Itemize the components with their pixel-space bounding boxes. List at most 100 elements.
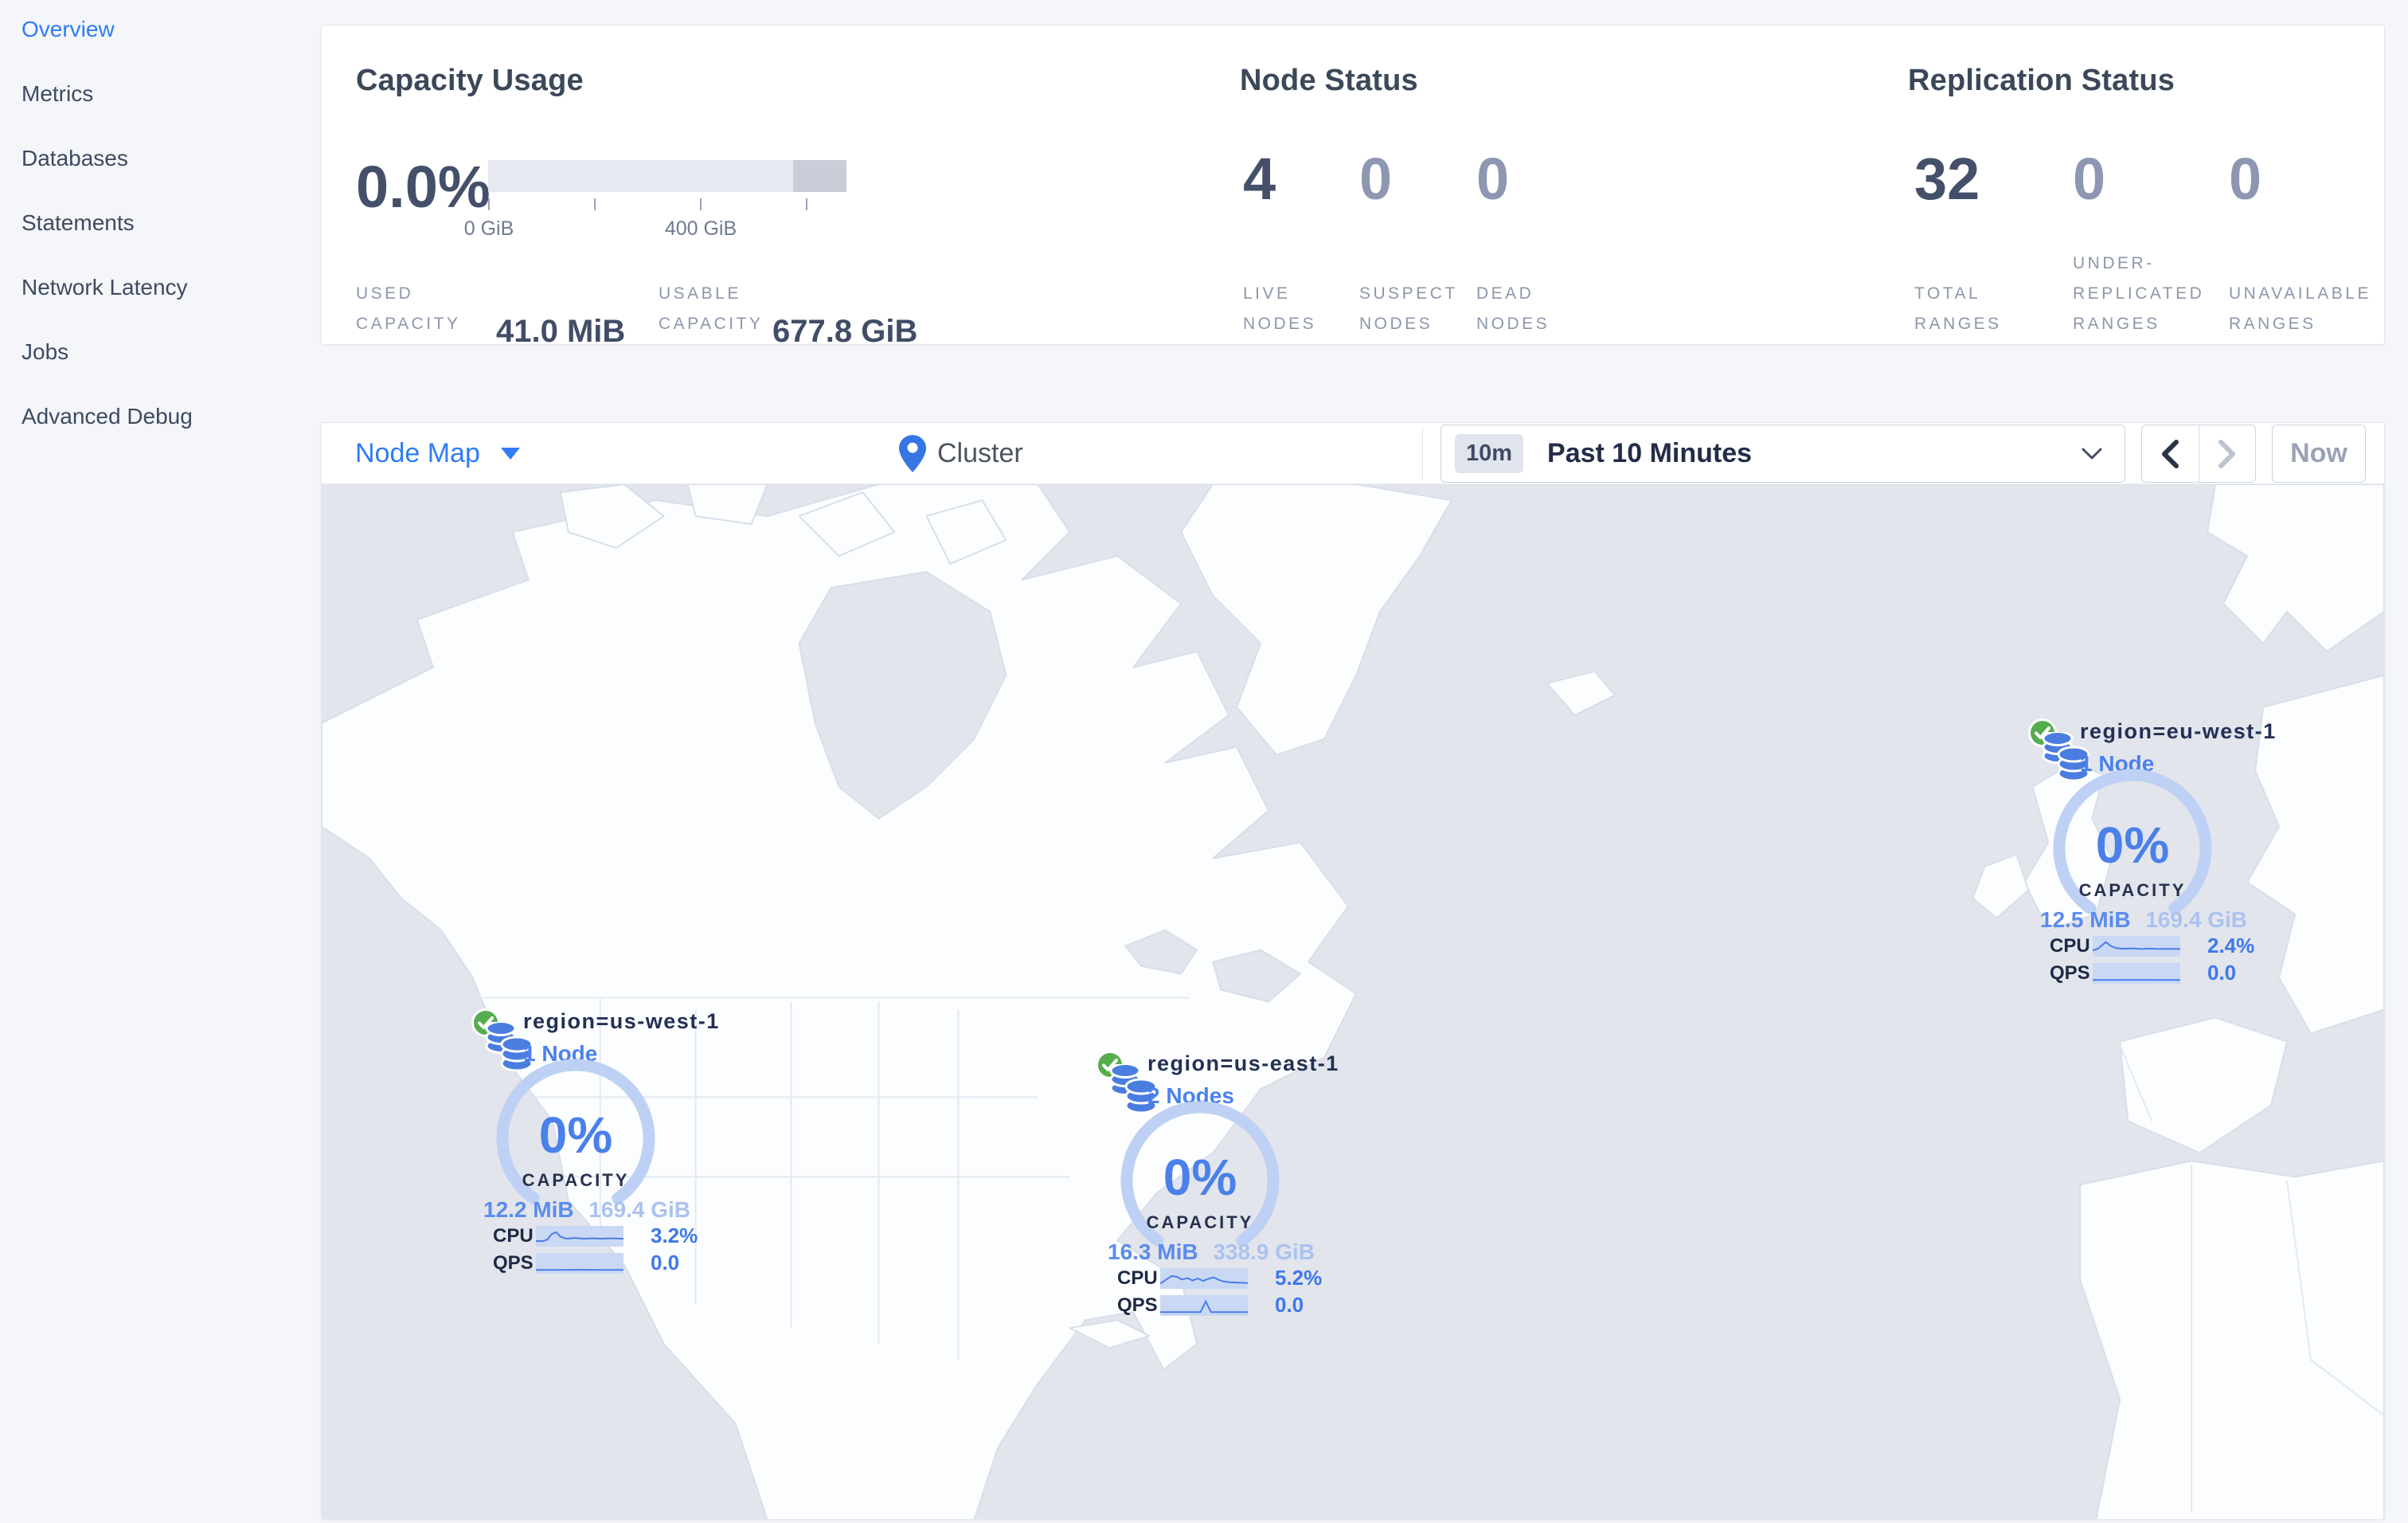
region-name: region=eu-west-1 xyxy=(2080,719,2277,743)
cpu-sparkline xyxy=(536,1225,624,1247)
landmass-arctic-island xyxy=(686,484,768,525)
landmass-north-america xyxy=(322,484,1357,1519)
region-total-capacity: 169.4 GiB xyxy=(2145,907,2247,932)
qps-sparkline xyxy=(1160,1294,1248,1316)
cpu-value: 3.2% xyxy=(651,1223,698,1247)
sidebar-item-advanced-debug[interactable]: Advanced Debug xyxy=(22,404,193,429)
gauge-caption: CAPACITY xyxy=(1147,1212,1254,1232)
cpu-label: CPU xyxy=(2050,934,2090,957)
used-capacity-value: 41.0 MiB xyxy=(496,314,626,349)
replication-status-title: Replication Status xyxy=(1908,64,2175,97)
capacity-gauge: 0% CAPACITY xyxy=(496,1059,655,1204)
toolbar-divider xyxy=(1422,428,1423,480)
landmass-uk xyxy=(2023,762,2113,931)
landmass-north-africa xyxy=(2079,1160,2384,1519)
capacity-used-percent: 0.0% xyxy=(356,154,491,220)
now-button[interactable]: Now xyxy=(2272,425,2366,483)
region-used-capacity: 16.3 MiB xyxy=(1108,1239,1198,1264)
landmass-arctic-island xyxy=(559,484,665,549)
sidebar-item-overview[interactable]: Overview xyxy=(22,17,115,41)
cpu-sparkline xyxy=(2093,935,2180,957)
view-mode-dropdown[interactable]: Node Map xyxy=(355,423,520,484)
database-stack-icon xyxy=(2042,732,2090,781)
hudson-bay xyxy=(798,570,1007,820)
axis-tick xyxy=(488,198,490,210)
dead-nodes-label: DEAD NODES xyxy=(1476,284,1550,333)
landmass-iberia xyxy=(2119,1016,2289,1154)
sidebar-item-databases[interactable]: Databases xyxy=(22,146,128,170)
gauge-percent: 0% xyxy=(2096,816,2170,874)
axis-tick-label-0: 0 GiB xyxy=(463,217,514,240)
time-range-dropdown[interactable]: 10m Past 10 Minutes xyxy=(1440,425,2125,483)
cluster-summary-panel: Capacity Usage 0.0% 0 GiB 400 GiB USED C… xyxy=(321,25,2385,349)
qps-value: 0.0 xyxy=(651,1251,680,1274)
sidebar-item-metrics[interactable]: Metrics xyxy=(22,81,94,106)
qps-value: 0.0 xyxy=(1275,1293,1304,1317)
suspect-nodes-count: 0 xyxy=(1359,146,1393,212)
region-used-capacity: 12.5 MiB xyxy=(2040,907,2131,932)
sidebar-item-jobs[interactable]: Jobs xyxy=(22,339,69,364)
qps-label: QPS xyxy=(493,1251,534,1274)
suspect-nodes-label: SUSPECT NODES xyxy=(1359,284,1458,333)
qps-label: QPS xyxy=(1117,1294,1158,1316)
capacity-gauge: 0% CAPACITY xyxy=(1120,1101,1280,1247)
axis-tick xyxy=(806,198,807,210)
node-map-panel: Node Map Cluster 10m Past 10 Minutes xyxy=(321,422,2385,1520)
region-total-capacity: 338.9 GiB xyxy=(1213,1239,1315,1264)
sidebar-item-statements[interactable]: Statements xyxy=(22,210,135,235)
node-map-toolbar: Node Map Cluster 10m Past 10 Minutes xyxy=(322,423,2384,484)
usable-capacity-label: USABLE CAPACITY xyxy=(659,284,764,333)
map-pin-icon xyxy=(899,435,926,472)
landmass-greenland xyxy=(1180,484,1452,756)
view-mode-label: Node Map xyxy=(355,438,480,468)
time-range-badge: 10m xyxy=(1455,434,1524,473)
chevron-left-icon xyxy=(2162,439,2179,468)
breadcrumb-label: Cluster xyxy=(937,438,1023,468)
axis-tick-label-400: 400 GiB xyxy=(664,217,737,240)
under-replicated-ranges-label: UNDER- REPLICATED RANGES xyxy=(2073,254,2205,333)
node-status-title: Node Status xyxy=(1240,64,1418,97)
usable-capacity-value: 677.8 GiB xyxy=(772,314,918,349)
chevron-right-icon xyxy=(2218,439,2235,468)
sidebar: Overview Metrics Databases Statements Ne… xyxy=(0,0,321,1523)
qps-sparkline xyxy=(2093,962,2180,984)
axis-tick xyxy=(700,198,702,210)
region-marker-us-east-1[interactable]: region=us-east-1 2 Nodes 0% CAPACITY 16.… xyxy=(1095,1048,1461,1327)
time-step-buttons xyxy=(2141,425,2256,483)
capacity-bar-axis: 0 GiB 400 GiB xyxy=(464,198,846,240)
landmass-arctic-island xyxy=(798,491,896,557)
live-nodes-count: 4 xyxy=(1243,146,1276,212)
unavailable-ranges-count: 0 xyxy=(2229,146,2262,212)
region-marker-us-west-1[interactable]: region=us-west-1 1 Node 0% CAPACITY 12.2… xyxy=(471,1006,837,1285)
total-ranges-label: TOTAL RANGES xyxy=(1914,284,2002,333)
landmass-ireland xyxy=(1972,853,2030,919)
great-lake xyxy=(1124,929,1198,975)
region-total-capacity: 169.4 GiB xyxy=(588,1197,690,1222)
capacity-bar-chart xyxy=(488,160,846,192)
cpu-value: 5.2% xyxy=(1275,1266,1323,1290)
time-back-button[interactable] xyxy=(2142,425,2199,482)
database-stack-icon xyxy=(485,1022,534,1071)
world-map[interactable]: region=us-west-1 1 Node 0% CAPACITY 12.2… xyxy=(322,484,2384,1519)
time-forward-button[interactable] xyxy=(2199,425,2256,482)
gauge-caption: CAPACITY xyxy=(522,1170,630,1190)
capacity-usage-title: Capacity Usage xyxy=(356,64,584,97)
qps-value: 0.0 xyxy=(2207,961,2237,985)
region-used-capacity: 12.2 MiB xyxy=(483,1197,574,1222)
gauge-caption: CAPACITY xyxy=(2079,880,2187,900)
region-marker-eu-west-1[interactable]: region=eu-west-1 1 Node 0% CAPACITY 12.5… xyxy=(2027,716,2384,995)
chevron-down-icon xyxy=(2082,448,2102,459)
dead-nodes-count: 0 xyxy=(1476,146,1510,212)
time-range-label: Past 10 Minutes xyxy=(1547,438,1753,468)
world-map-svg xyxy=(322,484,2384,1519)
qps-label: QPS xyxy=(2050,961,2090,984)
great-lake xyxy=(1211,949,1302,1003)
axis-tick xyxy=(594,198,596,210)
cpu-value: 2.4% xyxy=(2207,934,2255,957)
breadcrumb[interactable]: Cluster xyxy=(899,423,1023,484)
landmass-caribbean xyxy=(1069,1319,1151,1349)
sidebar-item-network-latency[interactable]: Network Latency xyxy=(22,275,188,300)
capacity-bar-reserved-segment xyxy=(792,160,846,192)
landmass-scandinavia xyxy=(2207,484,2384,652)
total-ranges-count: 32 xyxy=(1914,146,1980,212)
